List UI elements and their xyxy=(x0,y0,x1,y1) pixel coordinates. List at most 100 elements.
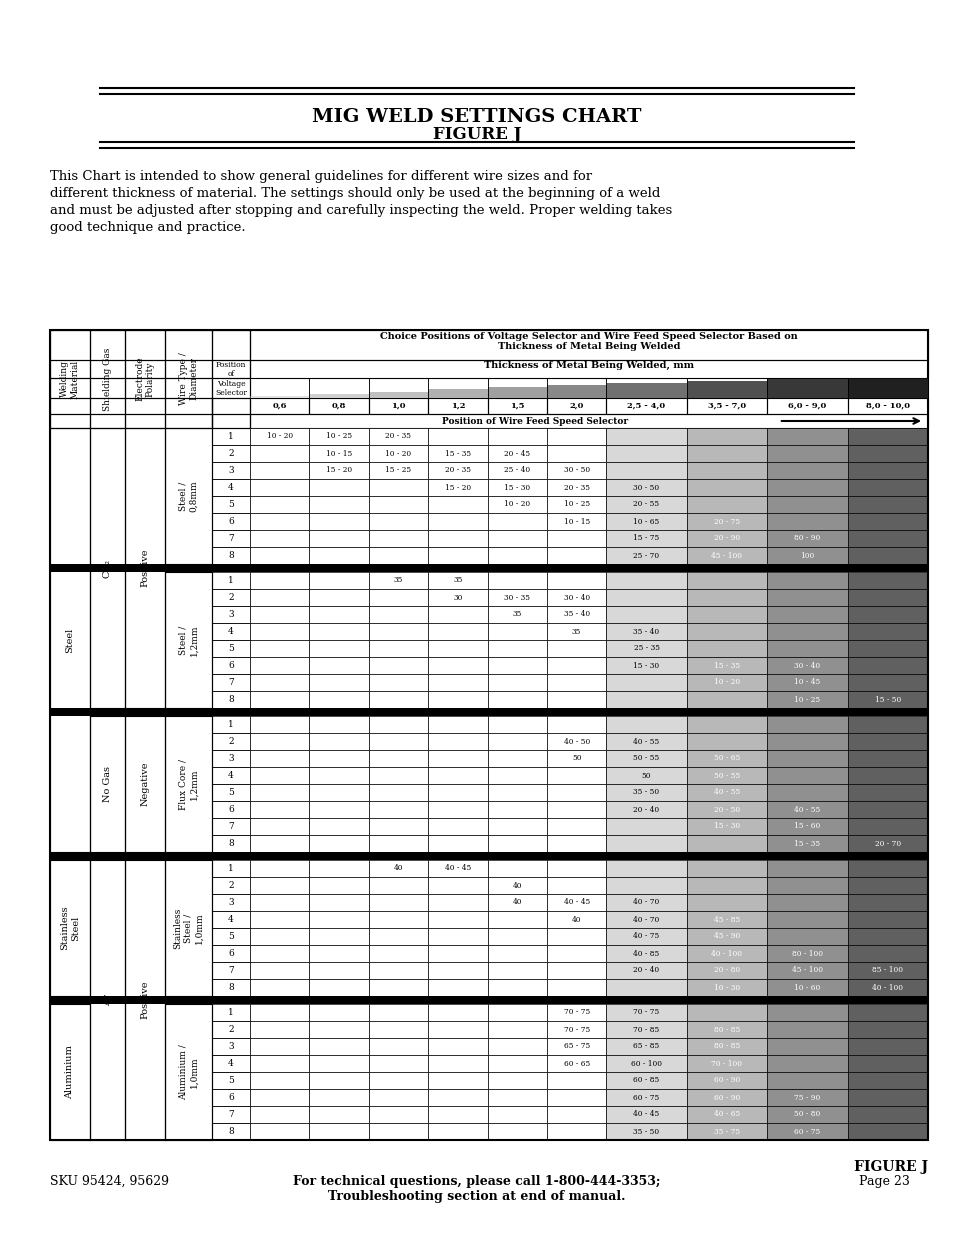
Bar xyxy=(546,572,606,589)
Bar xyxy=(250,962,309,979)
Text: 20 - 35: 20 - 35 xyxy=(385,432,411,441)
Bar xyxy=(606,1072,686,1089)
Bar xyxy=(212,802,250,818)
Text: 20 - 40: 20 - 40 xyxy=(633,805,659,814)
Bar xyxy=(369,589,428,606)
Bar xyxy=(487,894,546,911)
Bar xyxy=(369,750,428,767)
Bar xyxy=(686,1004,766,1021)
Bar xyxy=(250,674,309,692)
Bar xyxy=(686,979,766,995)
Bar xyxy=(309,640,369,657)
Text: 5: 5 xyxy=(228,500,233,509)
Text: 8: 8 xyxy=(228,983,233,992)
Bar xyxy=(250,462,309,479)
Bar xyxy=(369,657,428,674)
Bar xyxy=(250,414,927,429)
Bar xyxy=(212,513,250,530)
Text: Negative: Negative xyxy=(140,762,150,806)
Bar xyxy=(606,835,686,852)
Bar xyxy=(212,927,250,945)
Text: 10 - 20: 10 - 20 xyxy=(503,500,530,509)
Bar xyxy=(606,530,686,547)
Bar xyxy=(546,877,606,894)
Bar xyxy=(606,657,686,674)
Bar xyxy=(766,547,846,564)
Bar xyxy=(369,767,428,784)
Bar xyxy=(686,877,766,894)
Text: 40 - 65: 40 - 65 xyxy=(713,1110,740,1119)
Bar xyxy=(846,378,927,398)
Text: 65 - 85: 65 - 85 xyxy=(633,1042,659,1051)
Text: 3: 3 xyxy=(228,1042,233,1051)
Bar xyxy=(250,784,309,802)
Bar xyxy=(309,378,369,398)
Bar xyxy=(606,640,686,657)
Text: 45 - 90: 45 - 90 xyxy=(713,932,740,941)
Bar xyxy=(846,640,927,657)
Text: 35 - 50: 35 - 50 xyxy=(633,1128,659,1135)
Bar xyxy=(250,359,927,378)
Text: 25 - 40: 25 - 40 xyxy=(503,467,530,474)
Bar xyxy=(546,1089,606,1107)
Bar xyxy=(212,911,250,927)
Bar xyxy=(686,716,766,734)
Bar xyxy=(487,1107,546,1123)
Bar xyxy=(428,767,487,784)
Text: 40: 40 xyxy=(512,899,521,906)
Bar xyxy=(686,1107,766,1123)
Bar xyxy=(686,445,766,462)
Text: Flux Core /
1,2mm: Flux Core / 1,2mm xyxy=(178,758,198,809)
Bar xyxy=(369,674,428,692)
Bar xyxy=(606,1055,686,1072)
Bar xyxy=(428,962,487,979)
Text: 65 - 75: 65 - 75 xyxy=(563,1042,589,1051)
Bar xyxy=(250,513,309,530)
Bar xyxy=(250,818,309,835)
Bar xyxy=(369,530,428,547)
Bar xyxy=(309,657,369,674)
Text: 1: 1 xyxy=(228,720,233,729)
Bar xyxy=(212,1055,250,1072)
Bar xyxy=(846,1107,927,1123)
Bar xyxy=(428,1107,487,1123)
Bar xyxy=(686,1055,766,1072)
Text: Positive: Positive xyxy=(140,548,150,588)
Bar xyxy=(686,547,766,564)
Text: 50 - 65: 50 - 65 xyxy=(713,755,740,762)
Bar xyxy=(487,496,546,513)
Bar xyxy=(686,1072,766,1089)
Text: 40 - 50: 40 - 50 xyxy=(563,737,589,746)
Text: 10 - 15: 10 - 15 xyxy=(326,450,352,457)
Bar xyxy=(428,1123,487,1140)
Bar xyxy=(212,1021,250,1037)
Bar xyxy=(50,378,250,398)
Bar xyxy=(606,513,686,530)
Text: 10 - 20: 10 - 20 xyxy=(713,678,740,687)
Bar xyxy=(546,606,606,622)
Bar xyxy=(309,589,369,606)
Text: 20 - 75: 20 - 75 xyxy=(713,517,740,526)
Text: Stainless
Steel /
1,0mm: Stainless Steel / 1,0mm xyxy=(173,908,203,948)
Bar xyxy=(250,1089,309,1107)
Bar xyxy=(428,622,487,640)
Bar xyxy=(369,877,428,894)
Bar xyxy=(50,330,250,359)
Bar xyxy=(686,734,766,750)
Text: 40 - 45: 40 - 45 xyxy=(563,899,589,906)
Bar xyxy=(606,1037,686,1055)
Bar xyxy=(546,496,606,513)
Bar xyxy=(212,572,250,589)
Bar xyxy=(369,927,428,945)
Bar xyxy=(686,380,766,398)
Bar xyxy=(546,674,606,692)
Text: For technical questions, please call 1-800-444-3353;
Troubleshooting section at : For technical questions, please call 1-8… xyxy=(293,1174,660,1203)
Text: 35: 35 xyxy=(572,627,580,636)
Bar xyxy=(546,1055,606,1072)
Text: and must be adjusted after stopping and carefully inspecting the weld. Proper we: and must be adjusted after stopping and … xyxy=(50,204,672,217)
Bar xyxy=(428,657,487,674)
Text: 15 - 25: 15 - 25 xyxy=(385,467,411,474)
Bar xyxy=(250,395,309,398)
Bar xyxy=(369,1055,428,1072)
Bar xyxy=(90,429,125,708)
